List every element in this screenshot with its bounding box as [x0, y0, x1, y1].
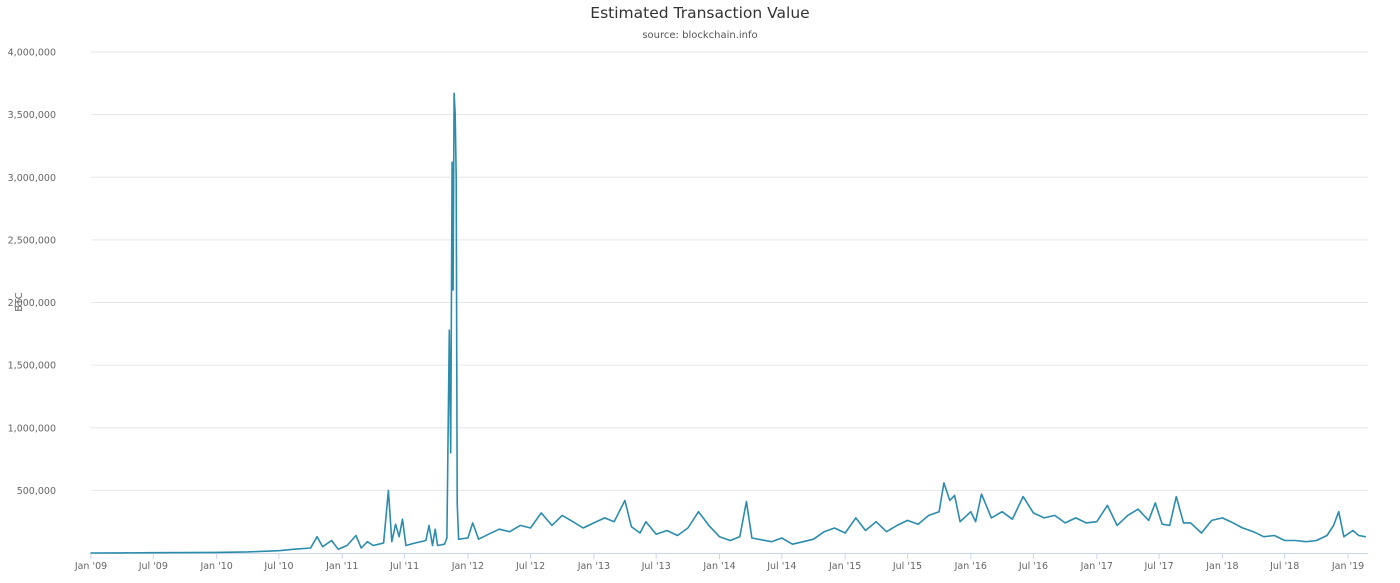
x-tick-label: Jan '11: [325, 561, 358, 572]
x-axis: Jan '09 Jul '09 Jan '10 Jul '10 Jan '11 Jul '…: [74, 553, 1368, 572]
x-tick-label: Jul '16: [1018, 561, 1048, 572]
y-tick-label: 1,500,000: [8, 361, 56, 372]
y-axis-label: BTC: [14, 292, 25, 311]
x-tick-label: Jan '10: [199, 561, 232, 572]
x-tick-label: Jan '16: [954, 561, 987, 572]
x-tick-label: Jul '11: [389, 561, 419, 572]
chart-subtitle: source: blockchain.info: [642, 30, 758, 41]
x-tick-label: Jul '13: [641, 561, 671, 572]
series-line-0: [90, 92, 1366, 554]
plot-area: [90, 92, 1366, 554]
y-tick-label: 1,000,000: [8, 423, 56, 434]
grid-lines: [91, 51, 1368, 491]
x-tick-label: Jul '17: [1143, 561, 1173, 572]
y-tick-label: 2,000,000: [8, 298, 56, 309]
y-tick-label: 3,000,000: [8, 173, 56, 184]
x-tick-label: Jul '18: [1269, 561, 1299, 572]
x-tick-label: Jan '14: [702, 561, 735, 572]
y-tick-label: 3,500,000: [8, 110, 56, 121]
x-tick-label: Jan '15: [828, 561, 861, 572]
x-tick-label: Jul '14: [766, 561, 796, 572]
x-tick-label: Jan '13: [577, 561, 610, 572]
y-tick-label: 500,000: [17, 486, 56, 497]
x-tick-label: Jul '09: [138, 561, 168, 572]
y-tick-label: 2,500,000: [8, 235, 56, 246]
chart-title: Estimated Transaction Value: [590, 4, 810, 22]
y-axis: 500,000 1,000,000 1,500,000 2,000,000 2,500,…: [8, 48, 56, 497]
x-tick-label: Jan '12: [451, 561, 484, 572]
x-tick-label: Jul '10: [263, 561, 293, 572]
x-tick-label: Jan '18: [1205, 561, 1238, 572]
x-tick-label: Jan '19: [1331, 561, 1364, 572]
x-tick-label: Jul '15: [892, 561, 922, 572]
x-tick-label: Jul '12: [515, 561, 545, 572]
x-tick-label: Jan '09: [74, 561, 107, 572]
y-tick-label: 4,000,000: [8, 48, 56, 59]
x-tick-label: Jan '17: [1080, 561, 1113, 572]
